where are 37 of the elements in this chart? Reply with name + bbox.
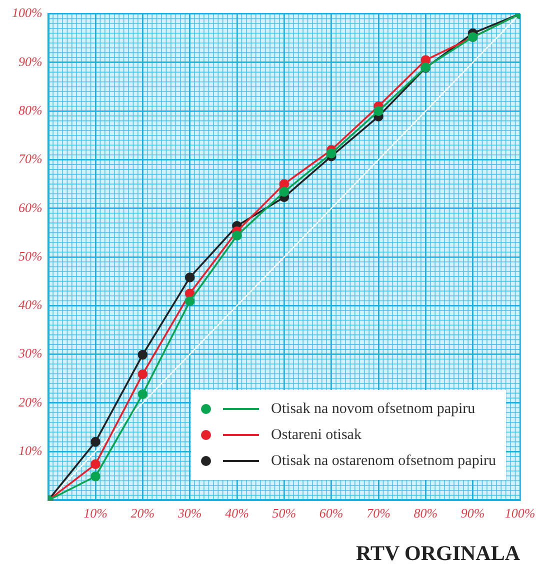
x-tick-label: 20% — [130, 505, 155, 520]
y-tick-label: 30% — [17, 346, 42, 361]
y-tick-label: 60% — [18, 200, 42, 215]
y-tick-label: 20% — [18, 394, 42, 410]
point — [184, 272, 195, 282]
y-tick-label: 50% — [18, 248, 42, 264]
x-tick-label: 30% — [176, 505, 202, 520]
x-tick-label: 90% — [460, 505, 485, 520]
y-tick-label: 80% — [18, 102, 42, 118]
point — [279, 186, 290, 197]
x-tick-label: 10% — [84, 505, 108, 520]
point — [279, 179, 290, 189]
y-tick-label: 40% — [18, 297, 42, 312]
x-axis-title: RTV ORGINALA — [356, 540, 521, 565]
legend-label: Otisak na ostarenom ofsetnom papiru — [271, 452, 496, 470]
y-tick-label: 90% — [18, 54, 42, 69]
y-tick-label: 10% — [18, 442, 42, 458]
legend-label: Ostareni otisak — [271, 426, 362, 444]
point — [232, 230, 242, 240]
legend-label: Otisak na novom ofsetnom papiru — [271, 400, 476, 418]
x-tick-label: 80% — [414, 505, 438, 520]
x-tick-label: 40% — [225, 505, 250, 520]
point — [326, 148, 336, 158]
point — [138, 350, 148, 360]
point — [138, 389, 148, 400]
point — [374, 106, 384, 116]
x-tick-label: 60% — [319, 505, 344, 520]
point — [138, 369, 148, 380]
y-tick-label: 100% — [12, 5, 42, 20]
x-tick-label: 100% — [504, 505, 536, 520]
point — [90, 471, 100, 482]
x-tick-label: 70% — [366, 505, 391, 520]
point — [90, 459, 100, 470]
x-tick-label: 50% — [272, 505, 296, 520]
point — [90, 436, 100, 447]
point — [184, 296, 195, 306]
y-tick-label: 70% — [18, 151, 42, 166]
